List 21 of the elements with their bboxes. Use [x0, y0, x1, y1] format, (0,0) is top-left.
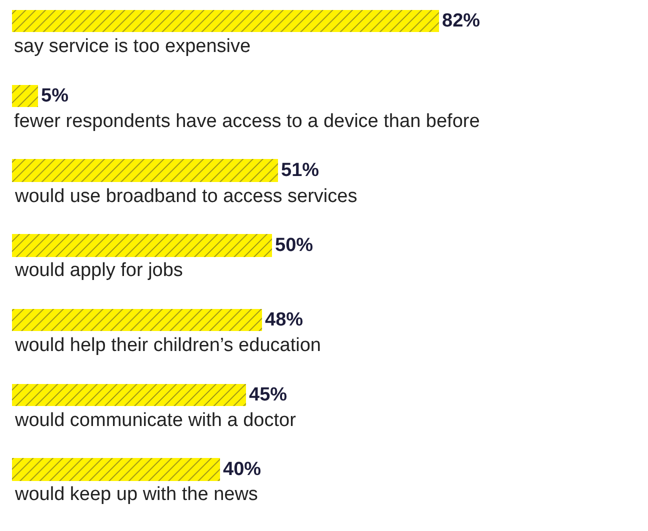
data-label: 5%	[41, 86, 69, 106]
bar	[12, 10, 439, 32]
bar	[12, 458, 220, 481]
y-tick-label: would apply for jobs	[14, 260, 183, 281]
data-label: 45%	[249, 384, 288, 406]
bar	[12, 309, 262, 331]
y-tick-label: say service is too expensive	[14, 36, 251, 57]
bar	[12, 159, 278, 182]
data-label: 82%	[442, 10, 480, 32]
data-label: 40%	[223, 459, 262, 480]
bar	[12, 234, 272, 257]
y-tick-label: would help their children’s education	[14, 335, 321, 356]
data-label: 51%	[281, 160, 320, 181]
bar	[12, 85, 38, 107]
y-tick-label: would communicate with a doctor	[14, 410, 297, 431]
data-label: 50%	[275, 235, 314, 256]
y-tick-label: would keep up with the news	[14, 484, 258, 505]
data-label: 48%	[265, 310, 304, 330]
bar	[12, 384, 246, 406]
y-tick-label: would use broadband to access services	[14, 186, 358, 207]
y-tick-label: fewer respondents have access to a device than before	[14, 111, 480, 132]
